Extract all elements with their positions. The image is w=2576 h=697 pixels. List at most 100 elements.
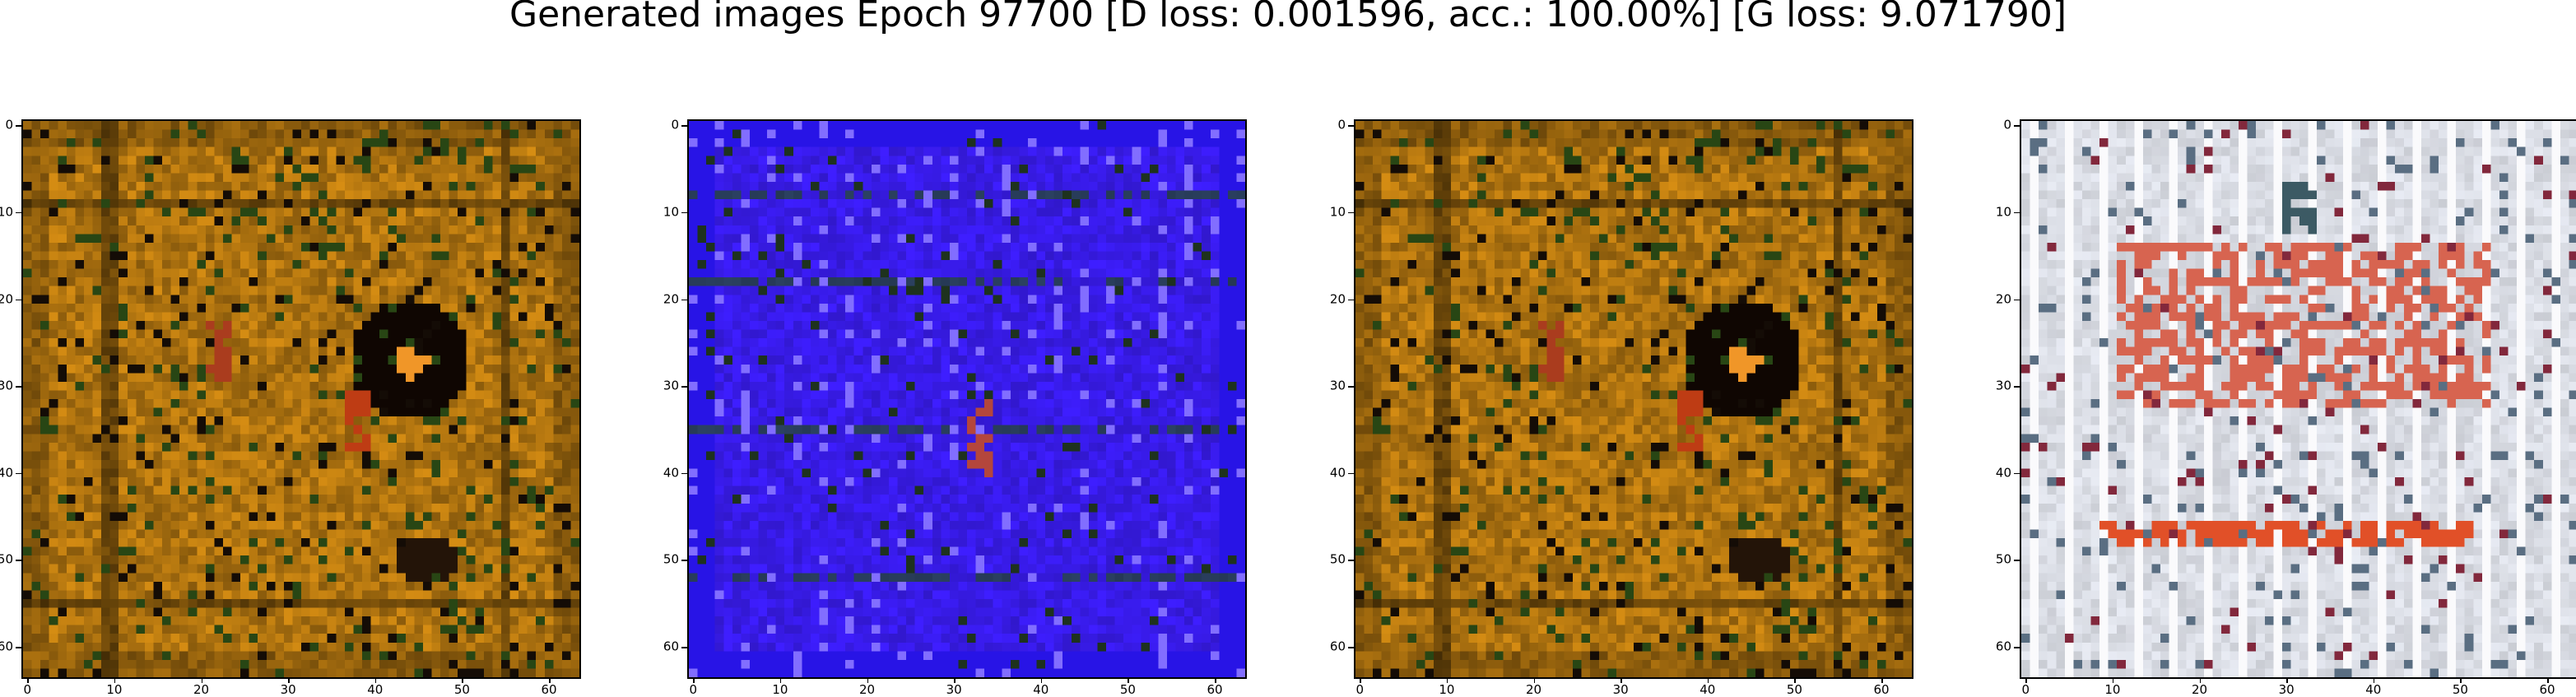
- x-tick-label: 60: [541, 682, 557, 697]
- x-tick-mark: [1707, 677, 1709, 683]
- y-tick-label: 50: [1329, 551, 1346, 567]
- x-tick-label: 50: [453, 682, 470, 697]
- x-tick-label: 50: [1786, 682, 1802, 697]
- y-tick-label: 60: [1329, 639, 1346, 654]
- y-tick-mark: [681, 386, 687, 388]
- y-tick-label: 40: [0, 465, 13, 481]
- y-tick-label: 50: [0, 551, 13, 567]
- y-tick-label: 0: [1337, 117, 1346, 132]
- y-tick-mark: [1348, 472, 1354, 475]
- generated-image: [1354, 119, 1913, 679]
- y-tick-label: 10: [0, 204, 13, 220]
- y-tick-label: 0: [671, 117, 679, 132]
- y-tick-label: 30: [1329, 378, 1346, 393]
- generated-image: [2020, 119, 2576, 679]
- y-tick-mark: [2014, 647, 2020, 648]
- x-tick-label: 20: [1525, 682, 1542, 697]
- image-canvas: [2021, 121, 2576, 677]
- x-tick-mark: [2460, 677, 2462, 683]
- y-tick-mark: [16, 647, 21, 648]
- x-tick-mark: [1360, 677, 1361, 683]
- x-tick-label: 20: [2191, 682, 2208, 697]
- x-tick-mark: [1040, 677, 1043, 683]
- y-tick-label: 20: [1329, 291, 1346, 307]
- x-tick-mark: [374, 677, 377, 683]
- y-tick-mark: [2014, 125, 2020, 127]
- y-tick-mark: [681, 125, 687, 127]
- x-tick-mark: [2025, 677, 2027, 683]
- y-tick-label: 10: [663, 204, 679, 220]
- x-tick-mark: [2547, 677, 2549, 683]
- y-tick-label: 60: [0, 639, 13, 654]
- y-tick-mark: [1348, 299, 1354, 301]
- y-tick-mark: [16, 125, 21, 127]
- y-tick-mark: [16, 560, 21, 561]
- y-tick-mark: [1348, 211, 1354, 214]
- y-tick-label: 30: [1995, 378, 2011, 393]
- y-tick-label: 30: [663, 378, 679, 393]
- x-tick-mark: [1620, 677, 1622, 683]
- y-tick-label: 50: [1995, 551, 2011, 567]
- y-tick-mark: [2014, 211, 2020, 214]
- x-tick-mark: [2112, 677, 2114, 683]
- y-tick-mark: [16, 386, 21, 388]
- generated-image: [687, 119, 1247, 679]
- x-tick-mark: [1881, 677, 1883, 683]
- image-canvas: [689, 121, 1245, 677]
- y-tick-label: 40: [1995, 465, 2011, 481]
- x-tick-label: 30: [1612, 682, 1629, 697]
- y-tick-mark: [1348, 125, 1354, 127]
- x-tick-label: 40: [1700, 682, 1716, 697]
- x-tick-mark: [2286, 677, 2288, 683]
- x-tick-mark: [2373, 677, 2375, 683]
- y-tick-label: 60: [663, 639, 679, 654]
- x-tick-mark: [462, 677, 463, 683]
- image-canvas: [1355, 121, 1912, 677]
- x-tick-mark: [1215, 677, 1216, 683]
- y-tick-label: 30: [0, 378, 13, 393]
- x-tick-label: 40: [367, 682, 384, 697]
- y-tick-mark: [681, 560, 687, 561]
- y-tick-label: 40: [663, 465, 679, 481]
- y-tick-label: 0: [2003, 117, 2011, 132]
- x-tick-label: 60: [1207, 682, 1223, 697]
- x-tick-label: 60: [1873, 682, 1890, 697]
- x-tick-label: 50: [1119, 682, 1136, 697]
- x-tick-label: 10: [1439, 682, 1455, 697]
- x-tick-mark: [201, 677, 203, 683]
- x-tick-label: 40: [1033, 682, 1049, 697]
- x-tick-mark: [954, 677, 956, 683]
- x-tick-label: 30: [280, 682, 296, 697]
- y-tick-label: 20: [663, 291, 679, 307]
- x-tick-mark: [2199, 677, 2202, 683]
- y-tick-mark: [16, 211, 21, 214]
- x-tick-mark: [867, 677, 869, 683]
- x-tick-label: 20: [193, 682, 210, 697]
- y-tick-mark: [2014, 386, 2020, 388]
- y-tick-label: 40: [1329, 465, 1346, 481]
- x-tick-label: 0: [1355, 682, 1365, 697]
- x-tick-label: 60: [2539, 682, 2555, 697]
- y-tick-label: 50: [663, 551, 679, 567]
- generated-image: [21, 119, 581, 679]
- y-tick-label: 10: [1995, 204, 2011, 220]
- y-tick-mark: [681, 211, 687, 214]
- y-tick-mark: [681, 299, 687, 301]
- x-tick-label: 20: [858, 682, 876, 697]
- image-canvas: [23, 121, 579, 677]
- y-tick-label: 20: [0, 291, 13, 307]
- y-tick-label: 20: [1995, 291, 2011, 307]
- x-tick-mark: [114, 677, 116, 683]
- x-tick-mark: [779, 677, 782, 683]
- y-tick-label: 60: [1995, 639, 2011, 654]
- x-tick-label: 10: [2104, 682, 2121, 697]
- x-tick-mark: [549, 677, 551, 683]
- x-tick-mark: [27, 677, 29, 683]
- y-tick-mark: [16, 299, 21, 301]
- x-tick-mark: [693, 677, 695, 683]
- y-tick-mark: [1348, 647, 1354, 648]
- x-tick-label: 10: [772, 682, 788, 697]
- y-tick-label: 10: [1329, 204, 1346, 220]
- x-tick-label: 0: [2021, 682, 2030, 697]
- x-tick-label: 50: [2452, 682, 2468, 697]
